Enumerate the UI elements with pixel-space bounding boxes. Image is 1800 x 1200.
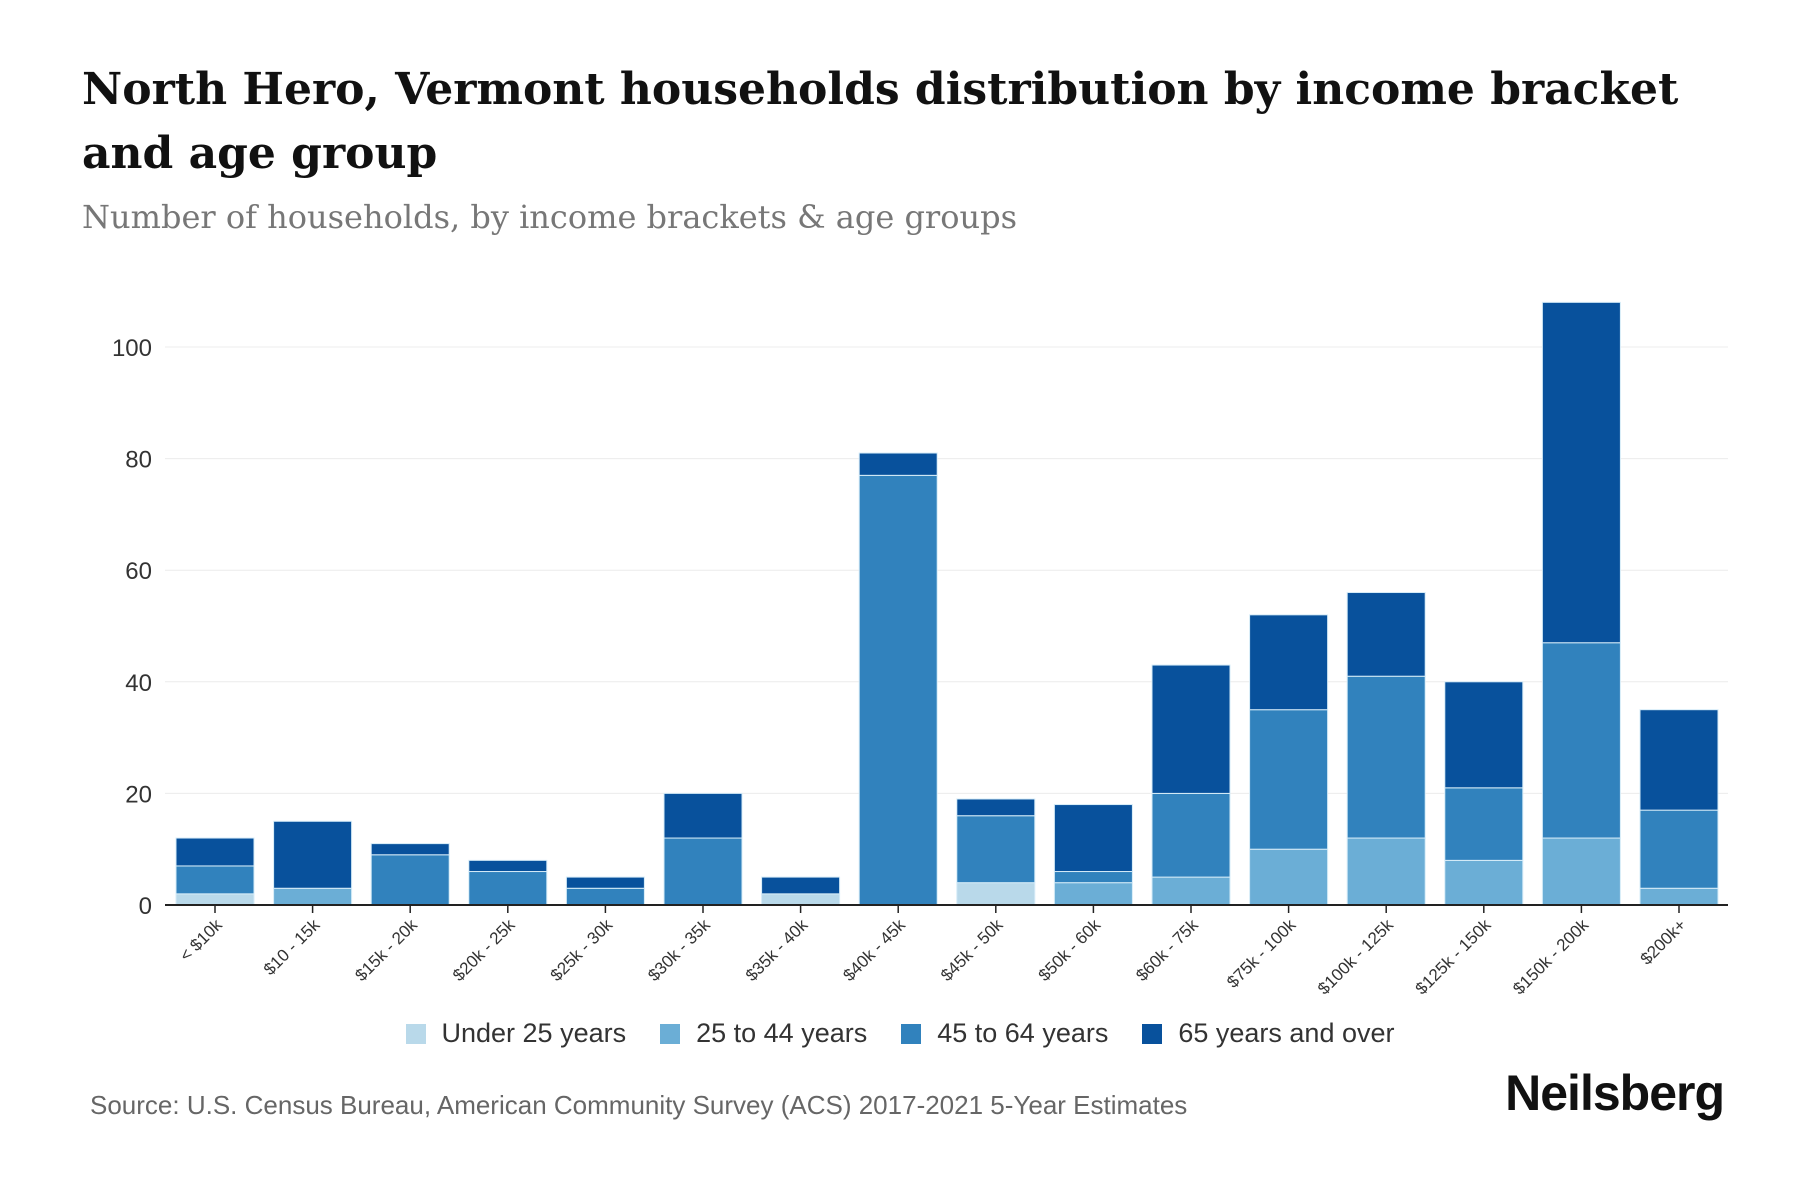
legend-swatch	[660, 1023, 681, 1044]
y-tick-label: 100	[112, 335, 152, 362]
x-tick-label: $10 - 15k	[260, 915, 324, 979]
x-tick-label: $50k - 60k	[1035, 915, 1105, 985]
bar-segment-3	[1346, 592, 1426, 677]
bar-segment-0	[956, 882, 1036, 906]
bar-segment-3	[175, 837, 255, 867]
source-note: Source: U.S. Census Bureau, American Com…	[90, 1090, 1188, 1120]
bar-segment-2	[565, 887, 645, 906]
y-tick-label: 0	[139, 893, 152, 920]
legend-label: 65 years and over	[1178, 1018, 1395, 1048]
bars	[175, 301, 1719, 906]
x-tick-label: $150k - 200k	[1509, 915, 1592, 998]
legend-swatch	[1142, 1023, 1163, 1044]
x-tick-label: $15k - 20k	[351, 915, 421, 985]
bar-segment-3	[1541, 301, 1621, 644]
y-tick-label: 20	[125, 781, 152, 808]
bar-segment-2	[1249, 709, 1329, 850]
legend-label: 45 to 64 years	[937, 1018, 1109, 1048]
bar-segment-2	[1444, 787, 1524, 861]
x-tick-label: $75k - 100k	[1223, 915, 1300, 992]
bar-segment-3	[858, 452, 938, 476]
x-tick-label: $25k - 30k	[547, 915, 617, 985]
y-axis-ticks: 0 20 40 60 80 100	[112, 335, 152, 920]
bar-segment-1	[273, 887, 353, 906]
bar-segment-3	[1444, 681, 1524, 789]
bar-segment-3	[1151, 664, 1231, 794]
x-tick-label: < $10k	[176, 915, 226, 965]
bar-segment-3	[956, 798, 1036, 817]
bar-segment-3	[1053, 804, 1133, 873]
bar-segment-2	[663, 837, 743, 906]
y-tick-label: 60	[125, 558, 152, 585]
stacked-bar-chart: 0 20 40 60 80 100 < $10k $10 - 15k $15k - 20k $2…	[112, 301, 1728, 998]
bar-segment-3	[468, 859, 548, 873]
bar-segment-3	[565, 876, 645, 889]
bar-segment-2	[1053, 871, 1133, 884]
bar-segment-2	[175, 865, 255, 895]
bar-segment-2	[1346, 675, 1426, 839]
x-tick-label: $100k - 125k	[1314, 915, 1397, 998]
x-tick-label: $30k - 35k	[644, 915, 714, 985]
x-tick-label: $200k+	[1637, 915, 1690, 968]
bar-segment-3	[273, 820, 353, 889]
x-tick-label: $45k - 50k	[937, 915, 1007, 985]
bar-segment-3	[370, 843, 450, 856]
legend-item: 45 to 64 years	[901, 1018, 1108, 1049]
bar-segment-2	[370, 854, 450, 906]
x-axis-ticks: < $10k $10 - 15k $15k - 20k $20k - 25k $25k …	[176, 905, 1690, 998]
bar-segment-2	[1639, 809, 1719, 889]
bar-segment-3	[761, 876, 841, 895]
bar-segment-1	[1151, 876, 1231, 906]
bar-segment-1	[1444, 859, 1524, 906]
y-tick-label: 40	[125, 670, 152, 697]
legend-swatch	[405, 1023, 426, 1044]
bar-segment-2	[1541, 642, 1621, 839]
bar-segment-3	[1249, 614, 1329, 711]
y-tick-label: 80	[125, 447, 152, 474]
x-tick-label: $20k - 25k	[449, 915, 519, 985]
legend-item: 25 to 44 years	[660, 1018, 867, 1049]
bar-segment-1	[1249, 848, 1329, 906]
bar-segment-1	[1639, 887, 1719, 906]
bar-segment-0	[175, 893, 255, 906]
x-tick-label: $35k - 40k	[742, 915, 812, 985]
legend-label: 25 to 44 years	[696, 1018, 868, 1048]
bar-segment-0	[761, 893, 841, 906]
bar-segment-3	[663, 792, 743, 839]
legend-label: Under 25 years	[441, 1018, 627, 1048]
chart-subtitle: Number of households, by income brackets…	[82, 198, 1017, 236]
legend-item: Under 25 years	[405, 1018, 627, 1049]
x-tick-label: $40k - 45k	[839, 915, 909, 985]
bar-segment-2	[468, 871, 548, 906]
neilsberg-logo: Neilsberg	[1505, 1065, 1725, 1121]
x-tick-label: $125k - 150k	[1412, 915, 1495, 998]
legend-item: 65 years and over	[1142, 1018, 1395, 1049]
bar-segment-2	[1151, 792, 1231, 878]
x-tick-label: $60k - 75k	[1132, 915, 1202, 985]
bar-segment-1	[1346, 837, 1426, 906]
chart-title: North Hero, Vermont households distribut…	[82, 64, 1679, 179]
bar-segment-2	[858, 474, 938, 906]
bar-segment-1	[1541, 837, 1621, 906]
bar-segment-1	[1053, 882, 1133, 906]
legend: Under 25 years 25 to 44 years 45 to 64 yea…	[0, 1018, 1800, 1049]
bar-segment-3	[1639, 709, 1719, 811]
legend-swatch	[901, 1023, 922, 1044]
bar-segment-2	[956, 815, 1036, 884]
